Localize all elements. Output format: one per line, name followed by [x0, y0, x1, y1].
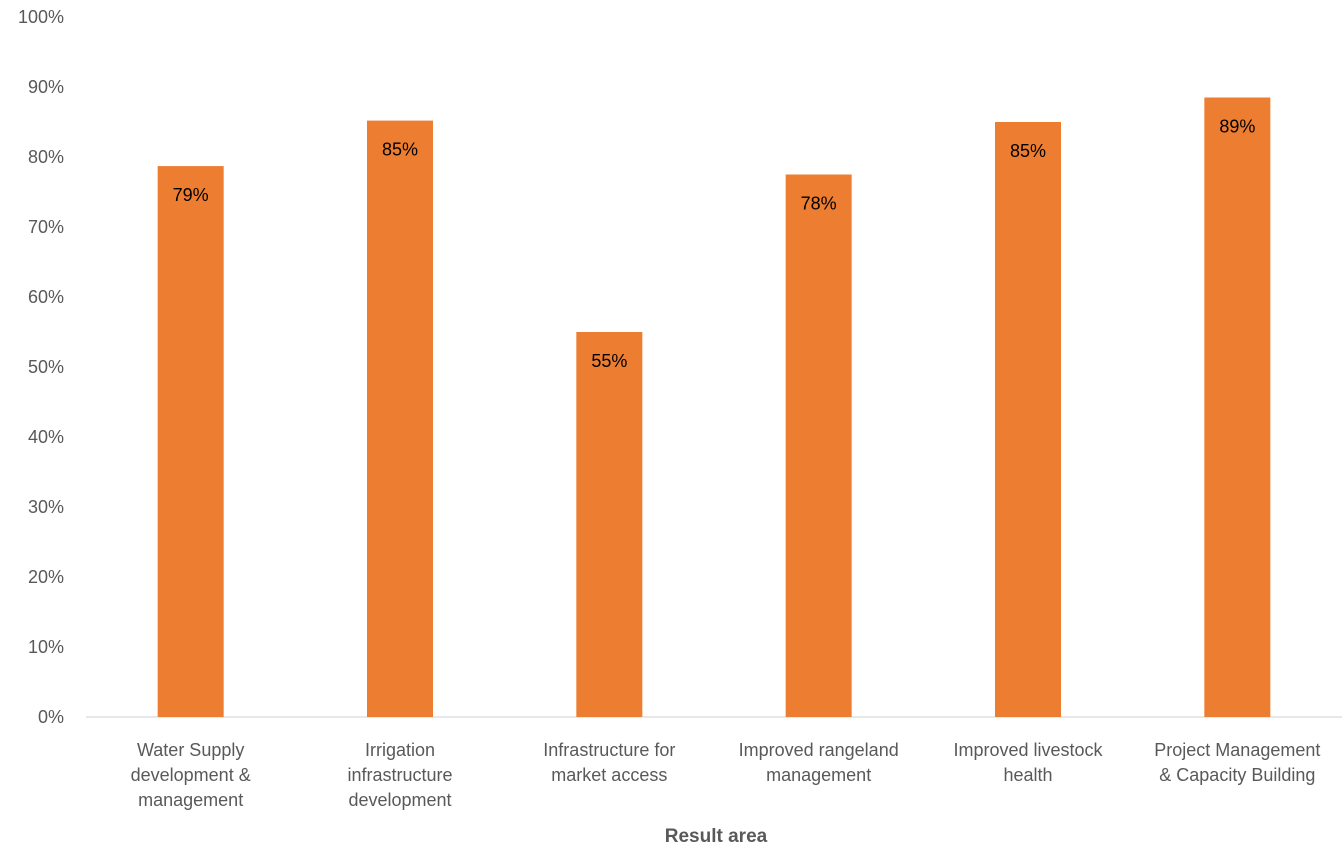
bar [785, 174, 852, 717]
x-category-label: Improved rangeland management [739, 740, 899, 785]
data-label: 89% [1219, 117, 1255, 137]
bar [367, 120, 433, 718]
y-tick-label: 80% [28, 147, 64, 167]
bar [576, 332, 643, 717]
data-label: 55% [591, 351, 627, 371]
x-axis-category-labels: Water Supply development & management Irrig… [131, 740, 1321, 810]
x-axis-title: Result area [665, 826, 768, 847]
x-category-label: Project Management & Capacity Building [1154, 740, 1320, 785]
x-category-label: Improved livestock health [953, 740, 1103, 785]
y-axis-tick-labels: 0% 10% 20% 30% 40% 50% 60% 70% 80% 90% 100% [18, 7, 64, 727]
data-label: 85% [1010, 141, 1046, 161]
y-tick-label: 0% [38, 707, 64, 727]
data-label: 79% [173, 185, 209, 205]
x-category-label: Infrastructure for market access [543, 740, 675, 785]
data-label: 78% [801, 194, 837, 214]
y-tick-label: 40% [28, 427, 64, 447]
y-tick-label: 30% [28, 497, 64, 517]
bars [157, 97, 1271, 718]
y-tick-label: 90% [28, 77, 64, 97]
bar [995, 122, 1061, 717]
x-category-label: Water Supply development & management [131, 740, 251, 810]
y-tick-label: 100% [18, 7, 64, 27]
y-tick-label: 50% [28, 357, 64, 377]
y-tick-label: 70% [28, 217, 64, 237]
y-tick-label: 10% [28, 637, 64, 657]
bar [157, 166, 224, 718]
data-labels: 79% 85% 55% 78% 85% 89% [173, 117, 1256, 372]
y-tick-label: 20% [28, 567, 64, 587]
data-label: 85% [382, 140, 418, 160]
y-tick-label: 60% [28, 287, 64, 307]
bar [1204, 97, 1271, 717]
x-category-label: Irrigation infrastructure development [347, 740, 452, 810]
